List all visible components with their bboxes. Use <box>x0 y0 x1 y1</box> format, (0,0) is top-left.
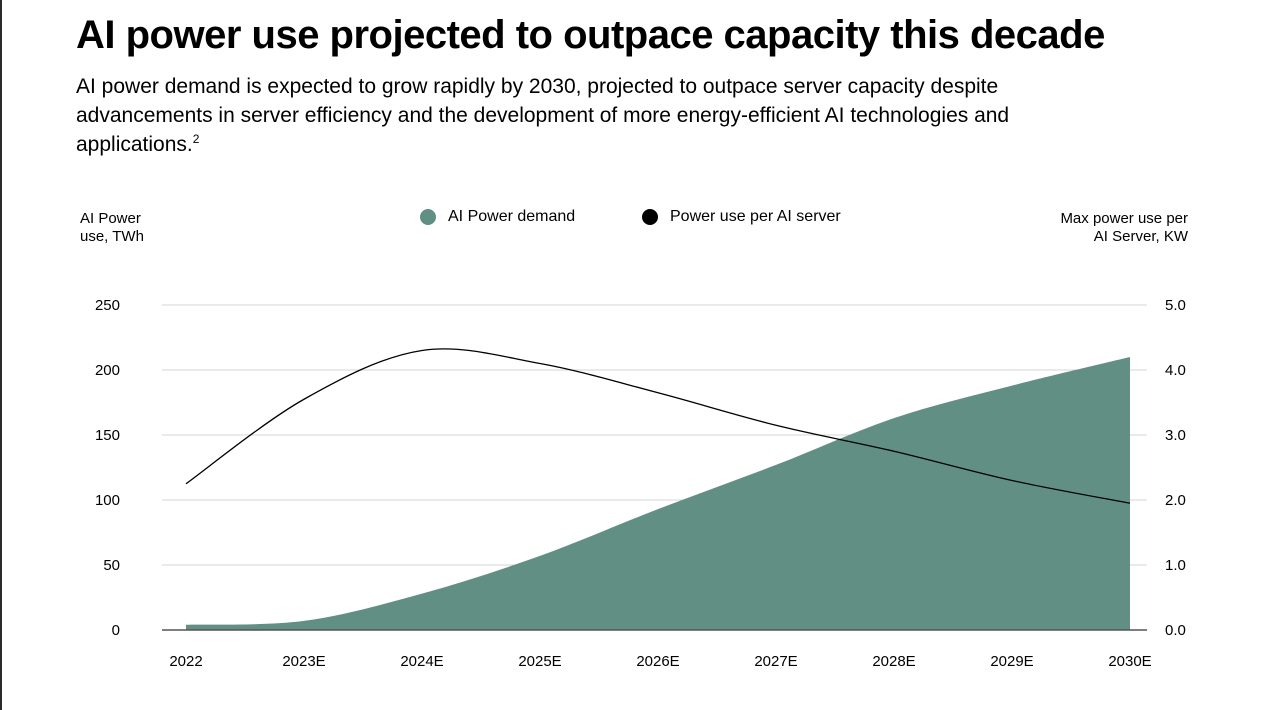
frame-border <box>0 0 2 710</box>
legend-item-ai-power-demand: AI Power demand <box>420 208 575 226</box>
x-tick-label: 2022 <box>169 653 202 670</box>
x-tick-label: 2027E <box>754 653 797 670</box>
right-tick-label: 1.0 <box>1165 557 1186 574</box>
x-tick-label: 2029E <box>990 653 1033 670</box>
footnote-marker: 2 <box>192 132 200 146</box>
right-axis-title: Max power use per AI Server, KW <box>1038 210 1188 246</box>
area-series-ai-power-demand <box>186 357 1130 630</box>
left-tick-label: 150 <box>95 427 120 444</box>
left-tick-label: 100 <box>95 492 120 509</box>
page-title: AI power use projected to outpace capaci… <box>76 13 1105 57</box>
x-tick-label: 2026E <box>636 653 679 670</box>
x-tick-label: 2028E <box>872 653 915 670</box>
right-axis-title-line2: AI Server, KW <box>1093 228 1188 245</box>
right-axis-title-line1: Max power use per <box>1060 210 1188 227</box>
left-axis-title: AI Power use, TWh <box>80 210 144 246</box>
right-tick-label: 5.0 <box>1165 297 1186 314</box>
legend-dot-teal <box>420 209 436 225</box>
left-tick-label: 0 <box>112 622 120 639</box>
left-tick-label: 200 <box>95 362 120 379</box>
subtitle-text: AI power demand is expected to grow rapi… <box>76 75 1010 156</box>
legend-item-power-per-server: Power use per AI server <box>642 208 841 226</box>
left-axis-title-line2: use, TWh <box>80 228 144 245</box>
legend-dot-black <box>642 209 658 225</box>
left-axis-title-line1: AI Power <box>80 210 141 227</box>
x-tick-label: 2025E <box>518 653 561 670</box>
legend-label-power-per-server: Power use per AI server <box>670 208 841 225</box>
line-series-power-per-server <box>185 348 1131 504</box>
right-tick-label: 4.0 <box>1165 362 1186 379</box>
chart-subtitle: AI power demand is expected to grow rapi… <box>76 72 1136 159</box>
right-tick-label: 0.0 <box>1165 622 1186 639</box>
left-tick-label: 250 <box>95 297 120 314</box>
right-tick-label: 2.0 <box>1165 492 1186 509</box>
x-tick-label: 2030E <box>1108 653 1151 670</box>
x-tick-label: 2024E <box>400 653 443 670</box>
x-tick-label: 2023E <box>282 653 325 670</box>
legend-label-ai-power-demand: AI Power demand <box>448 208 576 225</box>
right-tick-label: 3.0 <box>1165 427 1186 444</box>
left-tick-label: 50 <box>103 557 120 574</box>
